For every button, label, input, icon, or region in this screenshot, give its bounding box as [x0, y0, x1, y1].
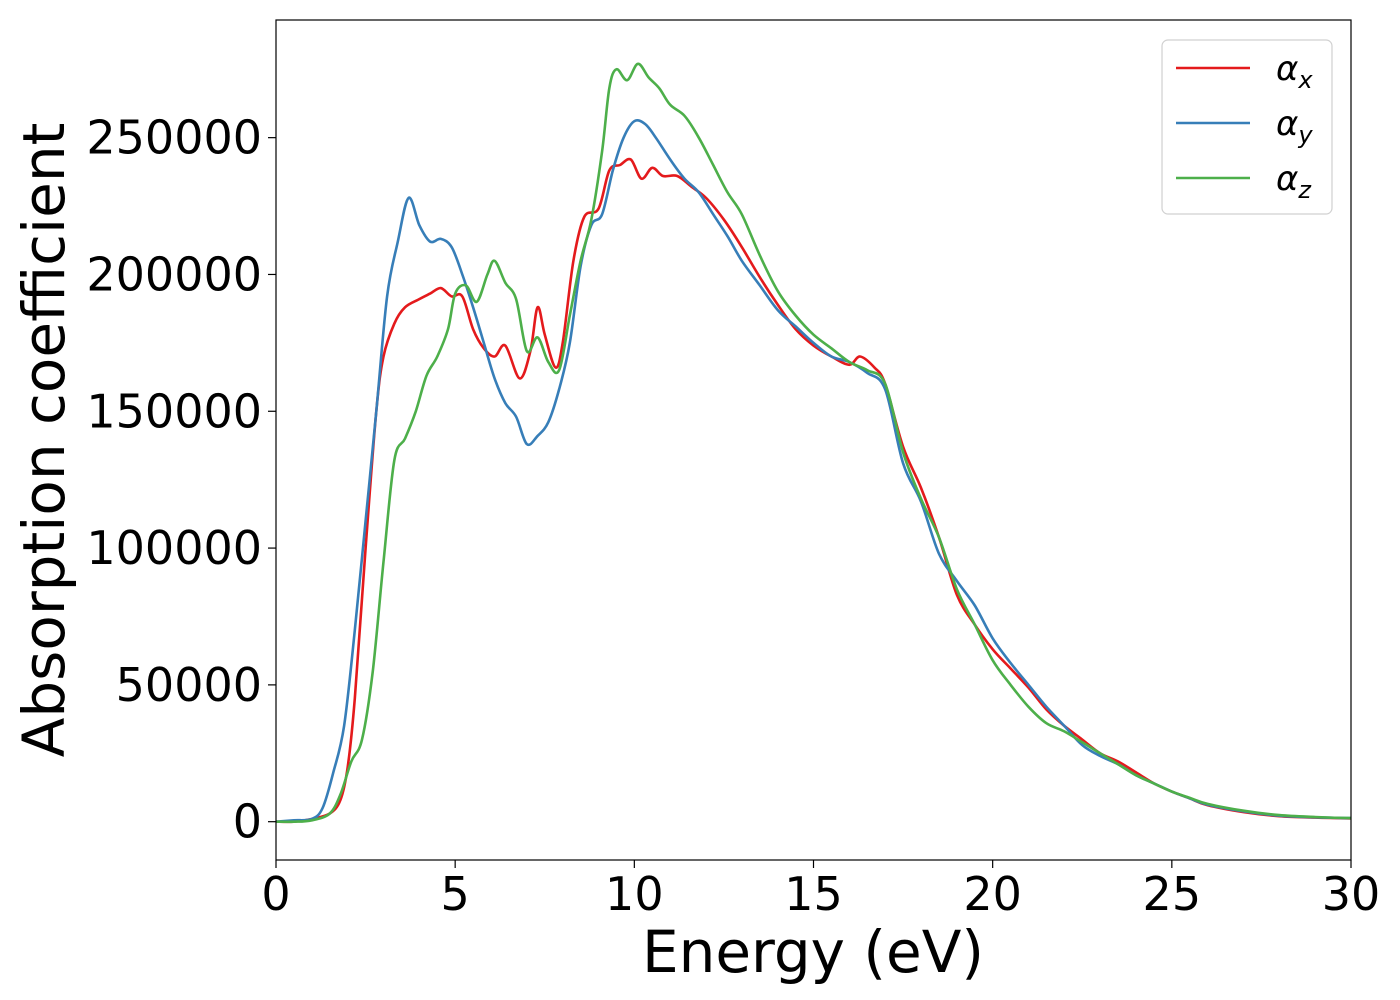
- x-tick-label: 5: [441, 867, 470, 921]
- y-tick-label: 200000: [86, 247, 262, 301]
- y-tick-label: 0: [233, 795, 262, 849]
- x-axis-title: Energy (eV): [642, 918, 984, 986]
- x-tick-label: 10: [605, 867, 664, 921]
- legend-box: [1161, 39, 1333, 215]
- x-tick-label: 25: [1143, 867, 1202, 921]
- legend: αx αy αz: [1161, 39, 1333, 215]
- y-axis-title: Absorption coefficient: [10, 123, 78, 758]
- y-tick-label: 100000: [86, 521, 262, 575]
- x-axis-ticks: 0 5 10 15 20 25 30: [261, 860, 1380, 921]
- series-line-z: [275, 62, 1352, 824]
- x-tick-label: 15: [784, 867, 843, 921]
- y-tick-label: 50000: [116, 658, 262, 712]
- y-tick-label: 150000: [86, 384, 262, 438]
- x-tick-label: 20: [963, 867, 1022, 921]
- legend-label-y: αy: [1276, 104, 1313, 149]
- legend-label-z: αz: [1276, 159, 1312, 204]
- series-layer: [275, 62, 1352, 824]
- legend-label-x: αx: [1276, 49, 1313, 94]
- y-tick-label: 250000: [86, 111, 262, 165]
- y-axis-ticks: 0 50000 100000 150000 200000 250000: [86, 111, 276, 849]
- series-line-y: [275, 119, 1352, 823]
- x-tick-label: 30: [1322, 867, 1381, 921]
- x-tick-label: 0: [261, 867, 290, 921]
